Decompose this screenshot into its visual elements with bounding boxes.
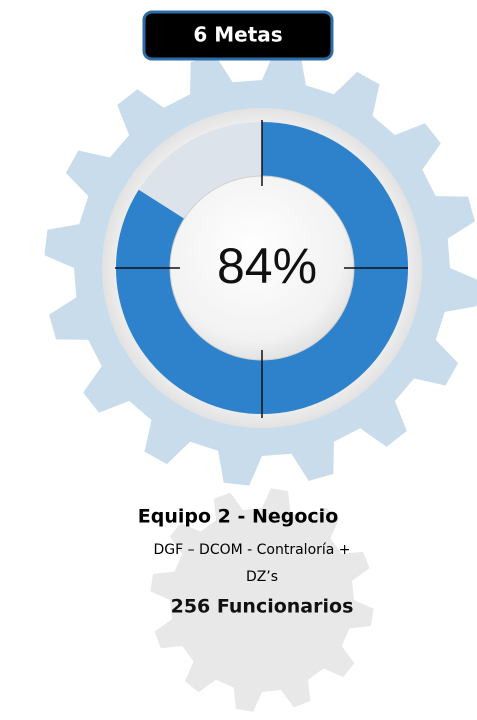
gear bbox=[150, 488, 374, 712]
team-name: Equipo 2 - Negocio bbox=[138, 506, 339, 528]
team-staff: 256 Funcionarios bbox=[171, 596, 354, 618]
badge bbox=[142, 10, 334, 61]
badge-text: 6 Metas bbox=[193, 23, 282, 47]
gauge-label: 84% bbox=[217, 238, 317, 294]
team-units: DGF – DCOM - Contraloría + bbox=[153, 542, 350, 558]
crosshair bbox=[115, 120, 408, 418]
gauge-arc bbox=[116, 122, 409, 414]
team-units: DZ’s bbox=[246, 569, 278, 585]
